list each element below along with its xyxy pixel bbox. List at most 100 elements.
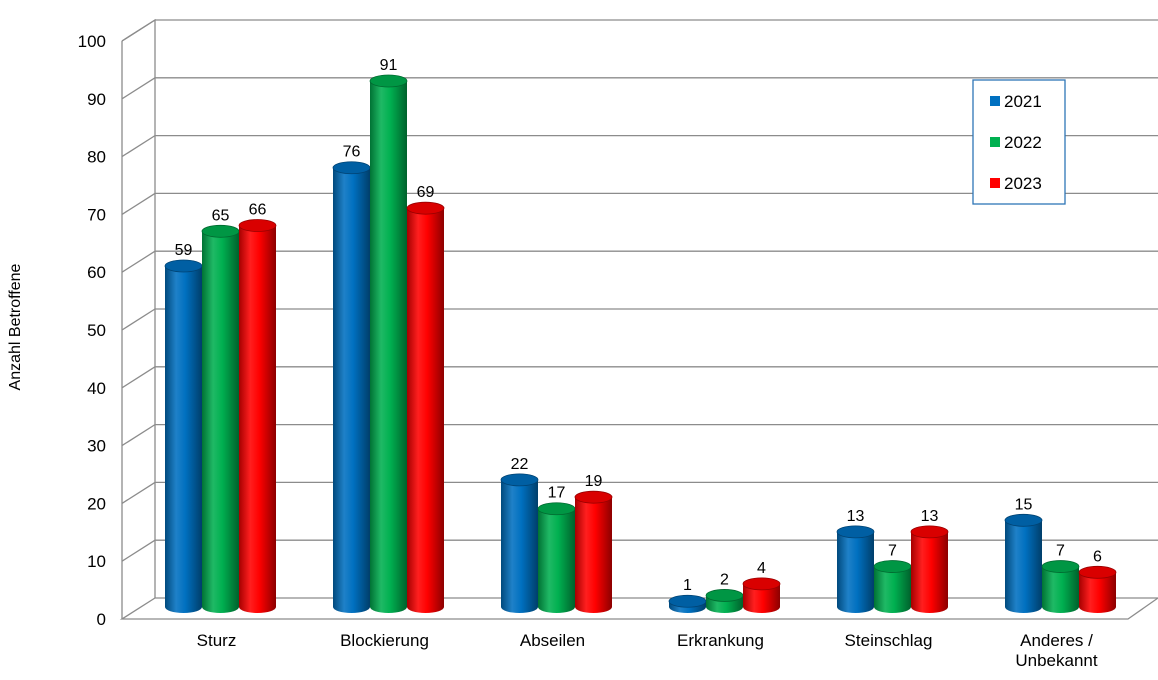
data-label: 15 — [1015, 496, 1033, 513]
bar-top — [406, 201, 445, 215]
bar-top — [537, 502, 576, 516]
bar-2022-1 — [369, 74, 408, 613]
data-label: 66 — [249, 202, 267, 219]
bar-body — [538, 508, 575, 613]
bar-body — [202, 231, 240, 614]
bar-2021-1 — [332, 161, 371, 613]
y-tick-label: 80 — [87, 148, 106, 167]
bar-2021-5 — [1004, 513, 1043, 613]
bar-body — [874, 566, 911, 613]
legend-box — [972, 79, 1066, 205]
bar-body — [1079, 572, 1116, 613]
bar-top — [1041, 560, 1080, 573]
bar-body — [165, 265, 202, 613]
gridline — [121, 481, 1158, 504]
bar-top — [1004, 513, 1043, 527]
y-tick-label: 70 — [87, 205, 106, 224]
x-tick-label: Abseilen — [520, 631, 585, 650]
data-label: 4 — [757, 560, 766, 577]
legend-swatch — [990, 137, 1000, 147]
bar-body — [575, 497, 612, 613]
bar-2023-4 — [910, 525, 949, 613]
bar-body — [911, 531, 948, 613]
legend-swatch — [990, 96, 1000, 106]
bar-2021-2 — [500, 473, 539, 613]
y-tick-label: 90 — [87, 90, 106, 109]
data-label: 13 — [847, 508, 865, 525]
y-axis-title: Anzahl Betroffene — [7, 263, 24, 390]
legend-label: 2021 — [1004, 92, 1042, 111]
bar-top — [873, 560, 912, 573]
y-tick-label: 60 — [87, 263, 106, 282]
data-label: 7 — [1056, 543, 1065, 560]
bar-top — [332, 161, 371, 175]
gridline — [121, 366, 1158, 389]
bar-body — [1042, 566, 1079, 613]
gridline — [121, 308, 1158, 331]
data-label: 65 — [212, 207, 230, 224]
x-tick-label: Anderes / — [1020, 631, 1093, 650]
bar-2022-5 — [1041, 560, 1080, 613]
x-axis: Sturz Blockierung Abseilen Erkrankung Steins… — [197, 631, 1098, 670]
side-wall — [121, 18, 156, 598]
bar-2023-5 — [1078, 565, 1117, 613]
bar-top — [742, 577, 781, 591]
bar-body — [1005, 520, 1042, 613]
bar-body — [837, 531, 874, 613]
legend-label: 2022 — [1004, 133, 1042, 152]
bar-2023-2 — [574, 490, 613, 613]
bar-top — [1078, 565, 1117, 579]
floor — [119, 597, 1158, 620]
y-tick-label: 0 — [97, 610, 106, 629]
legend-label: 2023 — [1004, 174, 1042, 193]
data-label: 17 — [548, 485, 566, 502]
legend: 2021 2022 2023 — [972, 79, 1066, 205]
bar-top — [836, 525, 875, 539]
data-label: 91 — [380, 57, 398, 74]
gridline — [121, 539, 1158, 562]
bar-body — [370, 81, 407, 613]
gridline — [121, 19, 1158, 42]
bar-body — [743, 583, 780, 613]
bar-top — [500, 473, 539, 487]
y-tick-label: 100 — [78, 32, 106, 51]
bar-2023-3 — [742, 577, 781, 613]
bar-2023-0 — [238, 219, 277, 613]
data-label: 22 — [511, 456, 529, 473]
bar-body — [501, 479, 538, 613]
bar-2022-0 — [201, 224, 240, 614]
x-tick-label: Erkrankung — [677, 631, 764, 650]
legend-swatch — [990, 178, 1000, 188]
bar-top — [668, 594, 707, 608]
bar-2023-1 — [406, 201, 445, 613]
bar-body — [407, 208, 444, 613]
data-label: 1 — [683, 577, 692, 594]
y-tick-label: 50 — [87, 321, 106, 340]
bar-top — [201, 224, 240, 238]
y-tick-label: 40 — [87, 379, 106, 398]
gridline — [121, 423, 1158, 447]
y-tick-label: 20 — [87, 494, 106, 513]
y-tick-label: 10 — [87, 552, 106, 571]
y-tick-label: 30 — [87, 437, 106, 456]
bar-top — [574, 490, 613, 504]
gridline — [121, 134, 1158, 158]
data-label: 2 — [720, 571, 729, 588]
data-label: 19 — [585, 473, 603, 490]
bar-2022-4 — [873, 560, 912, 613]
data-label: 13 — [921, 508, 939, 525]
data-label: 7 — [888, 543, 897, 560]
bar-top — [369, 74, 408, 88]
data-label: 6 — [1093, 548, 1102, 565]
bar-2021-0 — [164, 259, 203, 613]
y-axis: 0 10 20 30 40 50 60 70 80 90 100 — [78, 32, 106, 629]
bar-2022-2 — [537, 502, 576, 613]
x-tick-label: Steinschlag — [845, 631, 933, 650]
x-tick-label: Sturz — [197, 631, 237, 650]
data-label: 69 — [417, 184, 435, 201]
data-label: 76 — [343, 144, 361, 161]
bar-2021-4 — [836, 525, 875, 613]
bar-top — [705, 589, 744, 602]
